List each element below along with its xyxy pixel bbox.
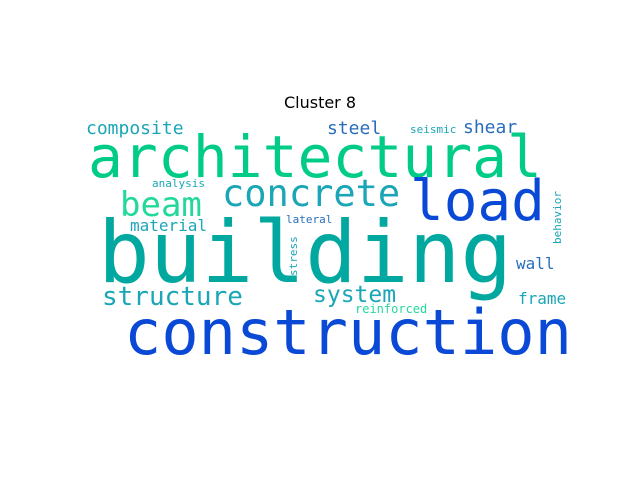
word-composite: composite bbox=[86, 118, 184, 139]
word-steel: steel bbox=[327, 118, 382, 139]
word-reinforced: reinforced bbox=[355, 302, 428, 316]
word-stress: stress bbox=[287, 236, 300, 276]
word-lateral: lateral bbox=[286, 213, 333, 226]
word-shear: shear bbox=[463, 117, 518, 138]
word-analysis: analysis bbox=[152, 177, 205, 190]
word-wall: wall bbox=[516, 254, 555, 273]
word-concrete: concrete bbox=[222, 172, 401, 215]
word-structure: structure bbox=[102, 282, 243, 312]
word-architectural: architectural bbox=[88, 123, 542, 191]
word-load: load bbox=[410, 169, 545, 234]
word-construction: construction bbox=[124, 296, 572, 369]
chart-title: Cluster 8 bbox=[283, 93, 357, 112]
word-beam: beam bbox=[120, 185, 202, 225]
word-seismic: seismic bbox=[410, 123, 457, 136]
word-system: system bbox=[313, 282, 397, 308]
word-material: material bbox=[130, 216, 208, 235]
word-building: building bbox=[98, 203, 513, 303]
word-frame: frame bbox=[518, 289, 567, 308]
word-behavior: behavior bbox=[551, 191, 564, 244]
